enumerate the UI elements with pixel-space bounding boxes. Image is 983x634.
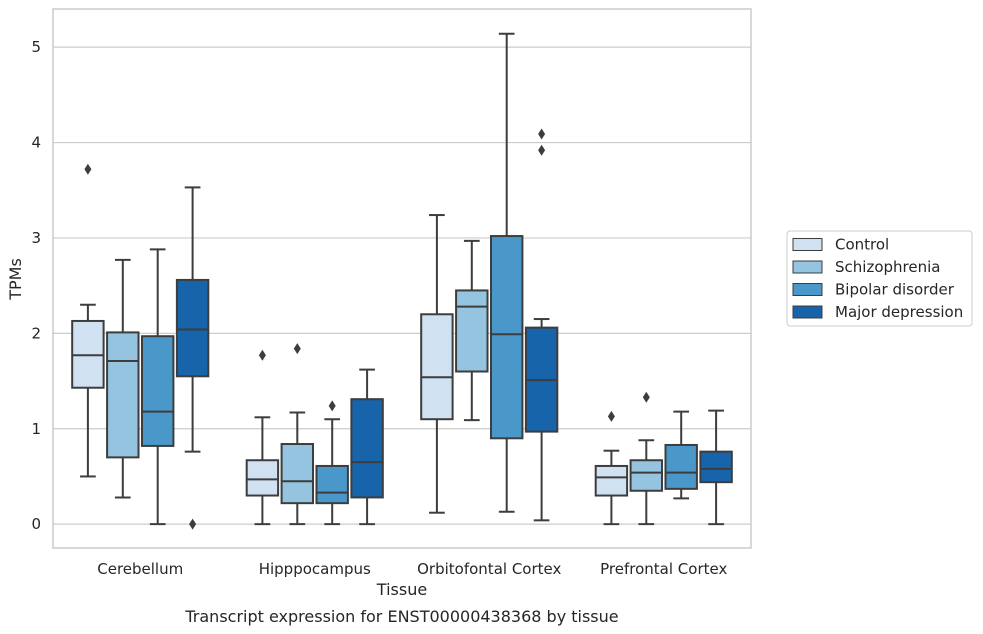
box [245, 349, 280, 526]
outlier-point [642, 391, 650, 403]
box-series [71, 32, 733, 530]
legend-item: Bipolar disorder [792, 281, 955, 299]
legend-label: Schizophrenia [835, 258, 940, 276]
box [420, 214, 454, 514]
box-iqr [350, 398, 384, 499]
outlier-point [189, 518, 197, 530]
y-axis-label: TPMs [6, 258, 25, 301]
box [140, 248, 175, 526]
legend-swatch [792, 260, 823, 274]
series-2 [140, 32, 698, 526]
box-iqr [175, 278, 210, 378]
box-iqr [245, 459, 280, 497]
legend: Control Schizophrenia Bipolar disorder Majo… [786, 230, 973, 327]
y-tick-label: 1 [31, 420, 41, 438]
legend-label: Control [835, 236, 889, 254]
box-iqr [420, 313, 454, 421]
y-axis-ticks: 0 1 2 3 4 5 [31, 38, 41, 533]
x-tick-label: Orbitofontal Cortex [417, 560, 561, 578]
box [664, 410, 698, 500]
legend-swatch [792, 238, 823, 251]
box [175, 186, 210, 530]
legend-frame [786, 230, 973, 327]
box [489, 32, 524, 513]
y-tick-label: 0 [31, 515, 41, 533]
outlier-point [328, 400, 336, 412]
box [350, 368, 384, 526]
legend-label: Major depression [835, 303, 963, 321]
outlier-point [538, 144, 546, 156]
box [629, 391, 664, 526]
box-iqr [699, 450, 733, 484]
outlier-point [607, 410, 615, 422]
legend-label: Bipolar disorder [835, 281, 955, 299]
box-iqr [140, 335, 175, 447]
legend-swatch [792, 305, 823, 319]
box-iqr [594, 464, 629, 497]
x-tick-label: Prefrontal Cortex [600, 560, 727, 578]
legend-item: Schizophrenia [792, 258, 940, 276]
box-iqr [106, 331, 140, 459]
y-tick-label: 5 [31, 38, 41, 56]
x-tick-label: Hipppocampus [259, 560, 371, 578]
box [594, 410, 629, 526]
box-iqr [455, 289, 489, 373]
x-tick-label: Cerebellum [97, 560, 183, 578]
x-axis-ticks: Cerebellum Hipppocampus Orbitofontal Corte… [97, 560, 727, 578]
box-iqr [629, 459, 664, 492]
legend-swatch [792, 283, 823, 296]
y-tick-label: 3 [31, 229, 41, 247]
series-0 [71, 163, 629, 526]
box [71, 163, 105, 478]
y-tick-label: 4 [31, 134, 41, 152]
y-tick-label: 2 [31, 324, 41, 342]
outlier-point [293, 343, 301, 355]
series-1 [106, 239, 664, 526]
plot-area-frame [52, 8, 752, 549]
x-axis-label: Tissue [376, 580, 427, 599]
box [455, 239, 489, 422]
box [106, 258, 140, 499]
box [699, 409, 733, 526]
box [524, 128, 559, 522]
chart-caption: Transcript expression for ENST0000043836… [184, 607, 618, 626]
box-iqr [280, 443, 315, 505]
outlier-point [84, 163, 92, 175]
box-iqr [315, 464, 349, 505]
outlier-point [258, 349, 266, 361]
legend-item: Control [792, 236, 889, 254]
box [280, 343, 315, 526]
legend-item: Major depression [792, 303, 963, 321]
outlier-point [538, 128, 546, 140]
series-3 [175, 128, 733, 530]
box-iqr [489, 235, 524, 440]
box [315, 400, 349, 526]
box-iqr [664, 443, 698, 490]
